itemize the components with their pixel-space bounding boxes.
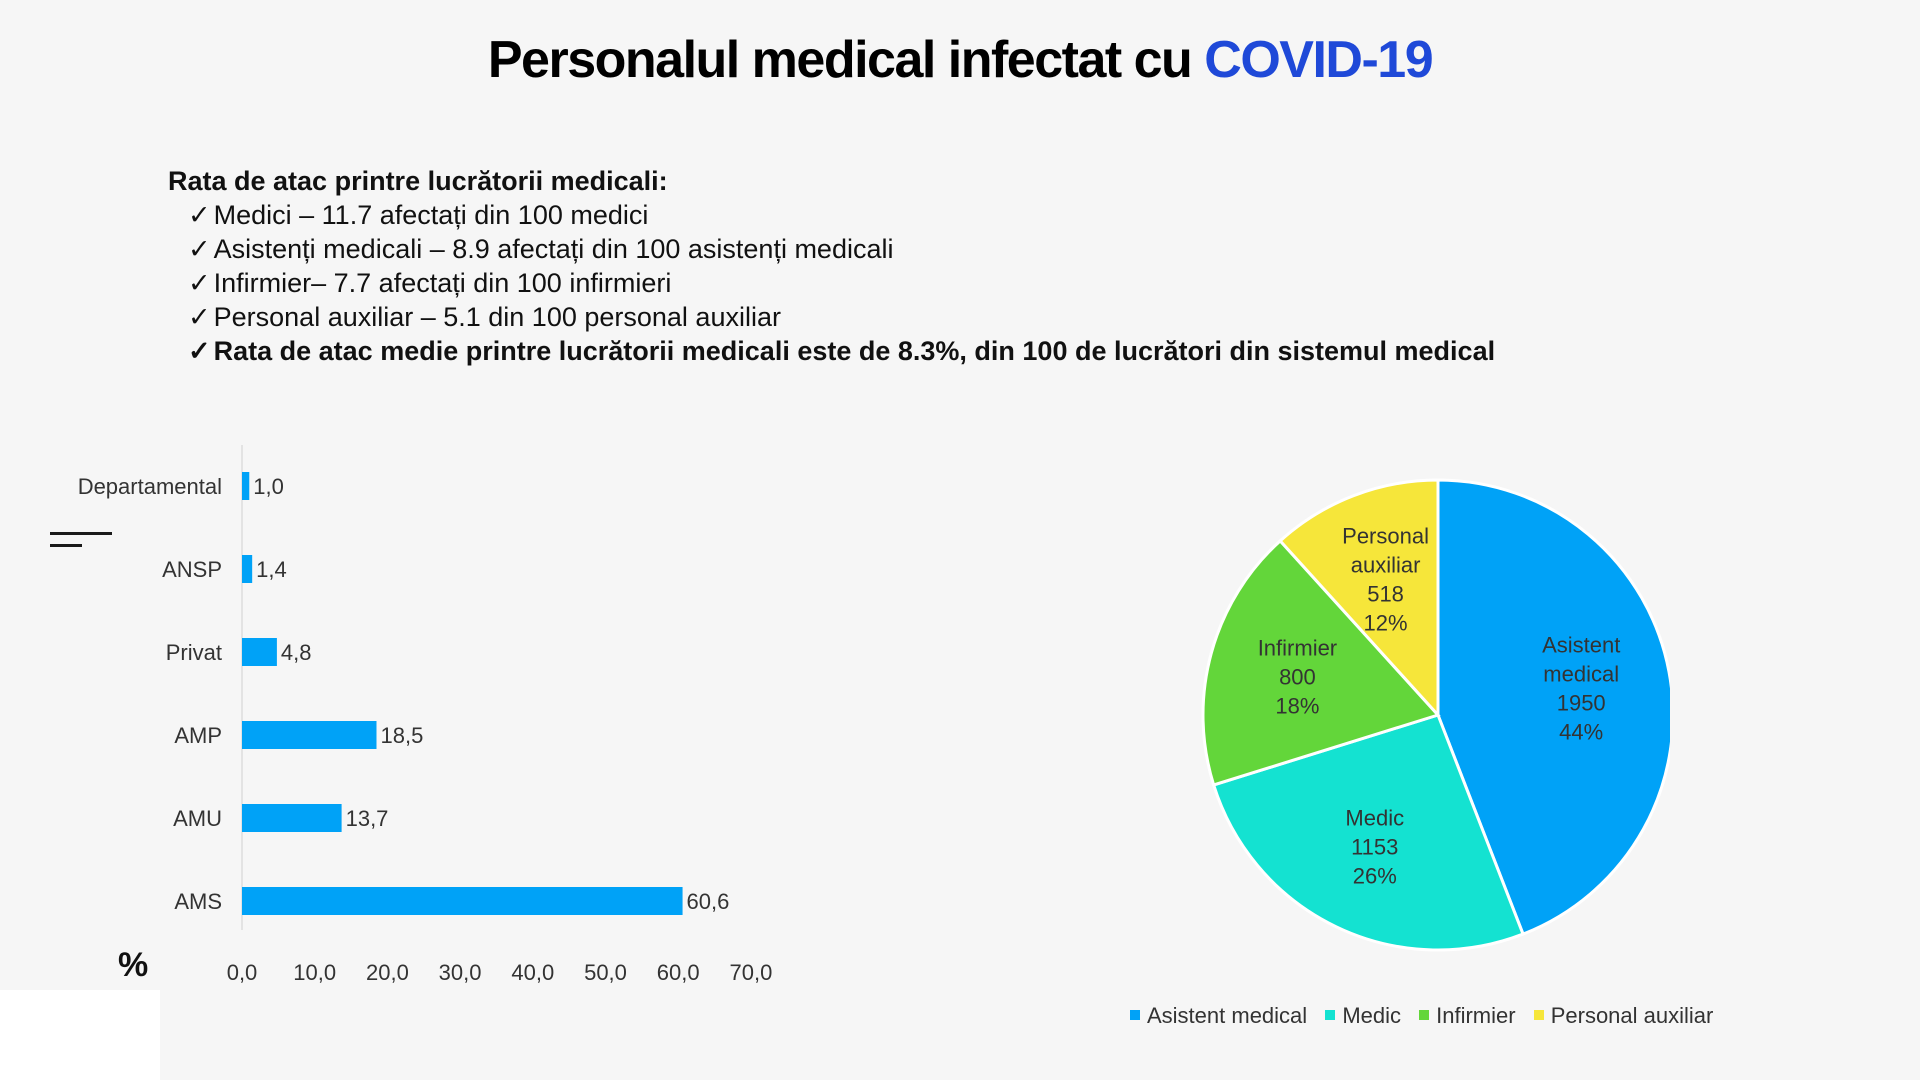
blank-corner-block <box>0 990 160 1080</box>
category-label: AMS <box>174 889 222 914</box>
slice-label: 12% <box>1364 611 1408 636</box>
check-icon: ✓ <box>188 302 211 332</box>
data-label: 60,6 <box>687 889 730 914</box>
summary-item-average: ✓ Rata de atac medie printre lucrătorii m… <box>168 334 1495 368</box>
bar <box>242 555 253 583</box>
check-icon: ✓ <box>188 200 211 230</box>
summary-item-text: Medici – 11.7 afectați din 100 medici <box>213 200 649 230</box>
pie-chart: Asistent medical 1950 44% Medic 1153 26% Infirm… <box>1201 478 1670 952</box>
x-tick-label: 70,0 <box>729 960 772 985</box>
bar <box>242 887 683 915</box>
slice-label: Asistent <box>1542 633 1620 658</box>
x-tick-label: 30,0 <box>439 960 482 985</box>
data-label: 18,5 <box>380 723 423 748</box>
category-label: Privat <box>166 640 222 665</box>
bar <box>242 638 277 666</box>
summary-item-text: Rata de atac medie printre lucrătorii me… <box>213 336 1496 366</box>
slice-label: 26% <box>1353 863 1397 888</box>
category-label: AMU <box>173 806 222 831</box>
data-label: 13,7 <box>346 806 389 831</box>
slice-label: 1950 <box>1557 691 1606 716</box>
summary-heading: Rata de atac printre lucrătorii medicali… <box>168 166 668 196</box>
data-label: 4,8 <box>281 640 312 665</box>
check-icon: ✓ <box>188 268 211 298</box>
legend-entry-infirmier: Infirmier <box>1419 1003 1516 1029</box>
pie-slice <box>1211 713 1525 952</box>
bar <box>242 472 250 500</box>
legend-label: Personal auxiliar <box>1550 1003 1714 1028</box>
summary-item: ✓ Personal auxiliar – 5.1 din 100 persona… <box>168 300 1495 334</box>
x-tick-label: 50,0 <box>584 960 627 985</box>
x-tick-label: 40,0 <box>511 960 554 985</box>
slice-label: Medic <box>1345 805 1404 830</box>
slice-label: 44% <box>1559 720 1603 745</box>
legend-swatch <box>1419 1010 1430 1020</box>
pie-legend: Asistent medical Medic Infirmier Persona… <box>1130 1003 1725 1029</box>
summary-item-text: Asistenți medicali – 8.9 afectați din 10… <box>213 234 894 264</box>
summary-item: ✓ Asistenți medicali – 8.9 afectați din 1… <box>168 232 1495 266</box>
check-icon: ✓ <box>188 336 211 366</box>
title-highlight: COVID-19 <box>1204 31 1433 89</box>
slice-label: Personal <box>1342 524 1429 549</box>
slice-label: 518 <box>1367 582 1404 607</box>
bar <box>242 721 377 749</box>
x-tick-label: 0,0 <box>227 960 258 985</box>
decorative-line <box>50 532 112 535</box>
legend-entry-personal-auxiliar: Personal auxiliar <box>1533 1003 1714 1029</box>
slice-label: auxiliar <box>1351 553 1421 578</box>
data-label: 1,4 <box>256 557 287 582</box>
legend-label: Medic <box>1342 1003 1401 1028</box>
check-icon: ✓ <box>188 234 211 264</box>
category-label: ANSP <box>162 557 222 582</box>
category-label: Departamental <box>78 474 222 499</box>
x-tick-label: 20,0 <box>366 960 409 985</box>
page-title: Personalul medical infectat cu COVID-19 <box>0 30 1920 90</box>
decorative-line <box>50 544 82 547</box>
slice-label: Infirmier <box>1258 636 1337 661</box>
bar-chart: Departamental 1,0 ANSP 1,4 Privat 4,8 AMP 18,5 A… <box>78 445 772 985</box>
legend-entry-medic: Medic <box>1325 1003 1401 1029</box>
legend-swatch <box>1130 1010 1140 1020</box>
legend-swatch <box>1325 1010 1336 1020</box>
slice-label: 1153 <box>1351 834 1398 859</box>
pie-slice <box>1201 538 1441 787</box>
legend-label: Asistent medical <box>1147 1003 1308 1028</box>
legend-entry-asistent-medical: Asistent medical <box>1130 1003 1307 1029</box>
summary-item-text: Infirmier– 7.7 afectați din 100 infirmie… <box>213 268 672 298</box>
pie-slice <box>1436 478 1670 937</box>
data-label: 1,0 <box>253 474 284 499</box>
bar <box>242 804 342 832</box>
legend-swatch <box>1533 1010 1544 1020</box>
summary-item: ✓ Infirmier– 7.7 afectați din 100 infirmi… <box>168 266 1495 300</box>
x-tick-label: 10,0 <box>293 960 336 985</box>
x-tick-label: 60,0 <box>657 960 700 985</box>
pie-slice <box>1278 478 1440 719</box>
attack-rate-summary: Rata de atac printre lucrătorii medicali… <box>168 164 1495 368</box>
x-axis-unit-label: % <box>118 946 149 984</box>
summary-item: ✓ Medici – 11.7 afectați din 100 medici <box>168 198 1495 232</box>
category-label: AMP <box>174 723 222 748</box>
legend-label: Infirmier <box>1436 1003 1516 1028</box>
summary-item-text: Personal auxiliar – 5.1 din 100 personal… <box>213 302 781 332</box>
slice-label: 18% <box>1275 694 1319 719</box>
slice-label: 800 <box>1279 665 1316 690</box>
title-main: Personalul medical infectat cu <box>487 31 1205 89</box>
slice-label: medical <box>1543 662 1619 687</box>
